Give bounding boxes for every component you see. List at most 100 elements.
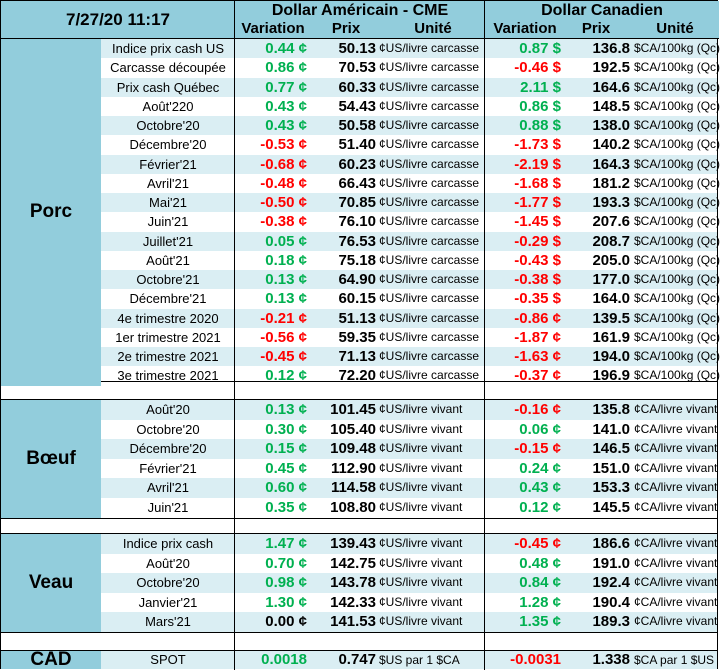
usd-prix: 75.18	[338, 251, 376, 269]
cad-variation: 0.84 ¢	[519, 574, 561, 592]
row-name: Décembre'20	[129, 137, 207, 153]
usd-prix: 109.48	[330, 440, 376, 458]
usd-variation: -0.48 ¢	[260, 174, 307, 192]
cad-unit: $CA/100kg (Qc)	[634, 329, 720, 344]
cad-unit: $CA/100kg (Qc)	[634, 60, 720, 75]
usd-unit: ¢US/livre carcasse	[379, 79, 480, 94]
cad-prix: 196.9	[592, 367, 630, 385]
usd-prix: 50.58	[338, 117, 376, 134]
cad-variation: -0.43 $	[514, 251, 561, 269]
usd-unit: ¢US/livre vivant	[379, 594, 463, 609]
usd-prix: 60.15	[338, 290, 376, 308]
timestamp: 7/27/20 11:17	[66, 10, 170, 29]
cad-unit: ¢CA/livre vivant	[634, 421, 718, 436]
cad-variation: -0.29 $	[514, 232, 561, 250]
cad-prix: 207.6	[592, 213, 630, 231]
usd-variation: 0.18 ¢	[265, 251, 307, 269]
usd-variation: 0.60 ¢	[265, 479, 307, 497]
table-row: Août'20 0.70 ¢ 142.75 ¢US/livre vivant 0.48 …	[101, 554, 717, 574]
table-row: Août'21 0.18 ¢ 75.18 ¢US/livre carcasse -0.4…	[101, 251, 720, 270]
usd-prix: 143.78	[330, 574, 376, 592]
row-name: Juin'21	[147, 214, 189, 230]
cad-variation: -1.45 $	[514, 213, 561, 231]
row-name: Décembre'20	[129, 441, 207, 457]
row-name: Octobre'21	[136, 272, 200, 287]
usd-unit: ¢US/livre vivant	[379, 480, 463, 495]
cad-prix: 141.0	[592, 420, 630, 438]
usd-variation: 0.44 ¢	[265, 40, 307, 57]
cad-prix: 148.5	[592, 97, 630, 115]
row-name: Prix cash Québec	[116, 79, 220, 95]
cad-variation: -1.63 ¢	[514, 348, 561, 365]
row-name: 1er trimestre 2021	[115, 329, 221, 345]
usd-prix: 60.33	[338, 78, 376, 96]
usd-prix: 60.23	[338, 155, 376, 173]
cad-variation: -0.37 ¢	[514, 367, 561, 385]
cad-prix: 189.3	[592, 613, 630, 631]
section-label: CAD	[1, 649, 101, 670]
usd-prix: 76.10	[338, 213, 376, 231]
usd-prix: 51.40	[338, 136, 376, 154]
cad-unit: $CA/100kg (Qc)	[634, 368, 720, 383]
cad-unit: ¢CA/livre vivant	[634, 594, 718, 609]
usd-variation: 0.00 ¢	[265, 613, 307, 631]
usd-variation: 0.35 ¢	[265, 499, 307, 516]
row-name: Octobre'20	[136, 118, 200, 133]
usd-variation: 0.15 ¢	[265, 440, 307, 458]
row-name: Carcasse découpée	[110, 60, 226, 76]
cad-prix: 164.0	[592, 290, 630, 308]
spacer-row	[1, 518, 717, 534]
usd-variation: 1.47 ¢	[265, 535, 307, 552]
cad-unit: $CA par 1 $US	[634, 653, 715, 667]
cad-prix: 191.0	[592, 554, 630, 572]
row-name: Indice prix cash US	[112, 41, 224, 56]
cad-prix: 164.3	[592, 155, 630, 173]
row-name: Octobre'20	[136, 575, 200, 591]
usd-variation: 0.0018	[261, 651, 307, 668]
usd-variation: -0.38 ¢	[260, 213, 307, 231]
section-label: Porc	[1, 39, 101, 386]
row-name: Janvier'21	[138, 594, 198, 610]
table-row: Décembre'20 0.15 ¢ 109.48 ¢US/livre vivant -…	[101, 439, 717, 459]
cad-unit: ¢CA/livre vivant	[634, 555, 718, 570]
usd-variation: 0.43 ¢	[265, 117, 307, 134]
cad-prix: 151.0	[592, 459, 630, 477]
usd-prix: 70.53	[338, 59, 376, 77]
section-1: Bœuf Août'20 0.13 ¢ 101.45 ¢US/livre vivant -…	[1, 400, 717, 518]
table-row: Octobre'20 0.30 ¢ 105.40 ¢US/livre vivant 0.…	[101, 420, 717, 440]
cad-variation: -0.46 $	[514, 59, 561, 77]
table-row: Mai'21 -0.50 ¢ 70.85 ¢US/livre carcasse -1.7…	[101, 193, 720, 213]
usd-group-header: Dollar Américain - CME	[271, 2, 449, 19]
cad-variation: 0.86 $	[519, 97, 561, 115]
cad-prix: 145.5	[592, 499, 630, 516]
cad-variation: -0.35 $	[514, 290, 561, 308]
table-row: Février'21 -0.68 ¢ 60.23 ¢US/livre carcasse…	[101, 154, 720, 174]
row-name: Mai'21	[149, 195, 187, 210]
usd-variation-header: Variation	[241, 20, 305, 37]
usd-unit: ¢US/livre carcasse	[379, 291, 480, 306]
table-row: 4e trimestre 2020 -0.21 ¢ 51.13 ¢US/livre c…	[101, 308, 720, 328]
cad-unit: ¢CA/livre vivant	[634, 441, 718, 456]
usd-variation: 0.13 ¢	[265, 290, 307, 308]
usd-prix: 142.75	[330, 554, 376, 572]
usd-prix: 70.85	[338, 194, 376, 211]
row-name: Août'220	[142, 98, 194, 114]
row-name: Février'21	[139, 156, 197, 172]
table-row: Avril'21 -0.48 ¢ 66.43 ¢US/livre carcasse -1…	[101, 174, 720, 193]
usd-variation: 0.30 ¢	[265, 420, 307, 438]
cad-unit: $CA/100kg (Qc)	[634, 310, 720, 325]
usd-unit: ¢US/livre vivant	[379, 536, 463, 550]
usd-variation: -0.56 ¢	[260, 328, 307, 346]
cad-unit: $CA/100kg (Qc)	[634, 118, 720, 132]
usd-variation: -0.50 ¢	[260, 194, 307, 211]
cad-unit: ¢CA/livre vivant	[634, 402, 718, 416]
section-3: CAD SPOT 0.0018 0.747 $US par 1 $CA -0.0031 1.…	[1, 649, 717, 670]
usd-unit: ¢US/livre carcasse	[379, 214, 480, 229]
cad-prix: 136.8	[592, 40, 630, 57]
usd-variation: 0.77 ¢	[265, 78, 307, 96]
usd-variation: 0.12 ¢	[265, 367, 307, 385]
cad-variation: 0.88 $	[519, 117, 561, 134]
usd-prix: 72.20	[338, 367, 376, 385]
cad-unit: $CA/100kg (Qc)	[634, 175, 720, 190]
